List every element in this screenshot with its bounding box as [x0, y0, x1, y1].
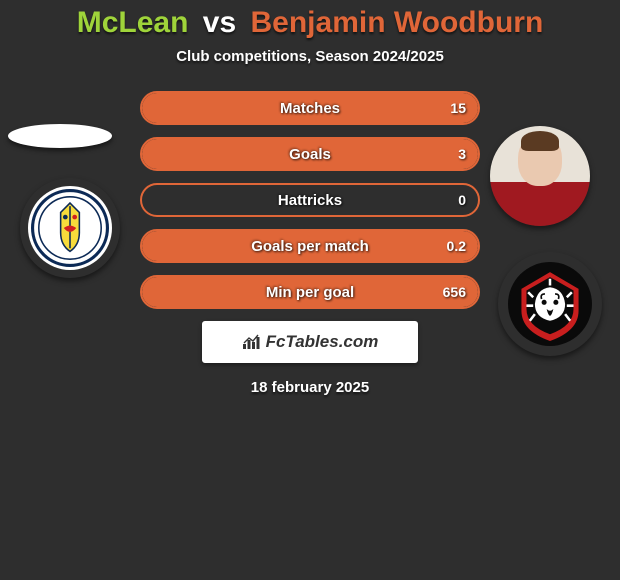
- stat-label: Goals per match: [142, 238, 478, 255]
- stat-bar: Matches15: [140, 91, 480, 125]
- stat-value-right: 15: [450, 100, 466, 116]
- stat-label: Hattricks: [142, 192, 478, 209]
- watermark-text: FcTables.com: [266, 332, 379, 352]
- afc-wimbledon-icon: [31, 189, 109, 267]
- vs-text: vs: [203, 6, 236, 39]
- stat-value-right: 656: [443, 284, 466, 300]
- stat-value-right: 0: [458, 192, 466, 208]
- player1-name: McLean: [77, 6, 189, 39]
- stats-bars: Matches15 Goals3 Hattricks0 Goals per match…: [140, 91, 480, 309]
- bar-chart-icon: [242, 334, 262, 350]
- player2-team-crest: [498, 252, 602, 356]
- stat-bar: Goals per match0.2: [140, 229, 480, 263]
- player1-team-crest: [20, 178, 120, 278]
- player1-photo-placeholder: [8, 124, 112, 148]
- player2-photo: [490, 126, 590, 226]
- stat-bar: Hattricks0: [140, 183, 480, 217]
- salford-city-icon: [508, 262, 592, 346]
- comparison-date: 18 february 2025: [0, 379, 620, 396]
- stat-label: Min per goal: [142, 284, 478, 301]
- stat-value-right: 3: [458, 146, 466, 162]
- stat-bar: Goals3: [140, 137, 480, 171]
- player2-name: Benjamin Woodburn: [251, 6, 544, 39]
- stat-value-right: 0.2: [447, 238, 466, 254]
- subtitle: Club competitions, Season 2024/2025: [0, 48, 620, 65]
- comparison-title: McLean vs Benjamin Woodburn: [0, 0, 620, 40]
- stat-label: Goals: [142, 146, 478, 163]
- stat-bar: Min per goal656: [140, 275, 480, 309]
- watermark-badge: FcTables.com: [202, 321, 418, 363]
- stat-label: Matches: [142, 100, 478, 117]
